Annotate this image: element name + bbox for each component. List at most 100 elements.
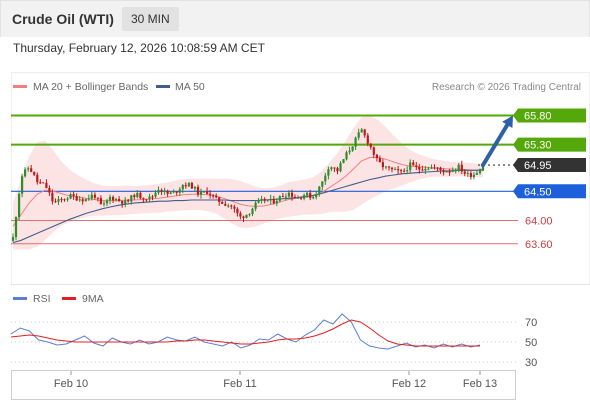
candle-body <box>81 199 84 202</box>
candle <box>124 196 127 208</box>
candle <box>236 207 239 217</box>
key-levels <box>11 114 518 245</box>
candle <box>139 190 142 200</box>
rsi-indicator: 70 50 30 <box>10 313 537 369</box>
candle <box>345 150 348 161</box>
candle-body <box>75 196 78 201</box>
candle-body <box>296 197 300 199</box>
rsi-legend-swatch <box>13 297 27 300</box>
candle <box>54 198 57 203</box>
candle-body <box>454 170 457 172</box>
candle <box>375 153 378 162</box>
candle <box>99 195 102 205</box>
candle-body <box>354 137 357 147</box>
x-tick-label: Feb 10 <box>54 378 88 390</box>
candle-body <box>202 191 206 193</box>
candle-body <box>218 197 221 202</box>
candle-body <box>84 199 87 202</box>
candle <box>84 198 87 202</box>
candle <box>284 193 287 201</box>
candle-body <box>24 169 27 177</box>
candle-body <box>139 193 142 199</box>
candle-body <box>169 192 172 194</box>
candle-body <box>263 198 266 201</box>
candle-body <box>11 237 15 241</box>
candle-body <box>60 199 63 201</box>
candle-body <box>99 198 102 205</box>
candle <box>202 191 206 193</box>
level-label-support_1: 64.00 <box>525 215 553 227</box>
candle-body <box>366 135 369 144</box>
candle-body <box>108 196 112 201</box>
level-label-resistance_2: 65.80 <box>524 110 552 122</box>
candle <box>242 215 245 222</box>
candle-body <box>369 143 372 148</box>
candle <box>14 216 18 241</box>
level-tag-resistance_2: 65.80 <box>513 108 586 123</box>
candle <box>60 197 63 203</box>
candle-body <box>287 192 290 197</box>
candle <box>266 200 269 202</box>
rsi-tick-70: 70 <box>525 317 537 329</box>
candle-body <box>378 158 381 163</box>
candle-body <box>312 197 315 199</box>
candle-body <box>339 163 342 172</box>
rsi-legend-label: RSI <box>33 293 51 305</box>
candle-body <box>48 188 51 193</box>
candle <box>218 196 221 206</box>
candle-body <box>184 185 187 187</box>
candle-body <box>230 205 233 207</box>
candle-body <box>381 162 384 168</box>
chart-header: Crude Oil (WTI) 30 MIN <box>0 0 590 37</box>
timeframe-badge[interactable]: 30 MIN <box>122 7 179 31</box>
candle <box>415 162 418 170</box>
candle-body <box>390 167 394 170</box>
candle-body <box>227 205 230 207</box>
ma20-legend-swatch <box>13 85 27 88</box>
candle-body <box>433 167 436 169</box>
candle <box>336 166 339 175</box>
candle <box>154 190 157 198</box>
candle-body <box>251 208 254 215</box>
candle-body <box>224 203 227 206</box>
candle-body <box>397 169 400 171</box>
candle <box>245 214 248 219</box>
candle-body <box>33 171 36 175</box>
candle <box>439 166 442 174</box>
candle <box>312 195 315 200</box>
candle <box>136 190 139 199</box>
candle <box>27 166 30 172</box>
candle-body <box>463 171 466 174</box>
candle <box>421 165 424 172</box>
candle-body <box>445 171 448 173</box>
candle-body <box>303 195 306 199</box>
candle-body <box>163 190 166 192</box>
candle <box>333 167 336 172</box>
candle <box>199 188 203 199</box>
instrument-title: Crude Oil (WTI) <box>12 11 114 27</box>
candle-body <box>157 189 160 193</box>
candle <box>430 164 433 169</box>
candle <box>206 187 209 195</box>
bollinger-bands <box>13 115 483 250</box>
candle <box>75 193 78 202</box>
candle <box>300 197 303 200</box>
candle-body <box>133 195 136 197</box>
candle-body <box>175 191 178 193</box>
candle <box>360 127 363 133</box>
candle <box>296 195 300 199</box>
candle-body <box>348 150 351 153</box>
candle-body <box>78 199 81 201</box>
candle <box>187 182 190 188</box>
bollinger-band-area <box>13 115 483 250</box>
candle <box>409 159 412 173</box>
candle-body <box>460 164 463 172</box>
candle-body <box>215 195 218 198</box>
candle-body <box>266 200 269 202</box>
candle <box>190 181 193 189</box>
candle <box>342 159 345 164</box>
candle <box>354 136 357 150</box>
candle <box>115 197 118 202</box>
level-label-support_2: 63.60 <box>525 239 553 251</box>
candle <box>263 197 266 204</box>
